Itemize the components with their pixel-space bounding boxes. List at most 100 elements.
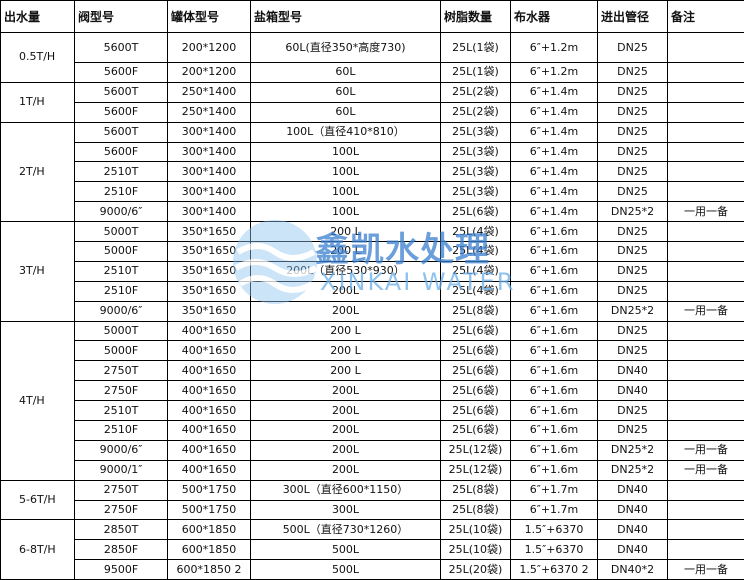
- table-cell: DN25*2: [598, 440, 668, 460]
- table-cell: 25L(10袋): [441, 520, 511, 540]
- table-cell: 6″+1.4m: [511, 182, 598, 202]
- table-cell: 5600F: [75, 63, 168, 83]
- table-cell: 25L(6袋): [441, 341, 511, 361]
- table-cell: 25L(6袋): [441, 202, 511, 222]
- empty-cell: [668, 500, 744, 520]
- empty-cell: [668, 520, 744, 540]
- table-cell: DN25: [598, 142, 668, 162]
- table-cell: 400*1650: [168, 460, 251, 480]
- table-cell: 100L: [251, 162, 441, 182]
- table-cell: 350*1650: [168, 301, 251, 321]
- table-cell: DN40: [598, 540, 668, 560]
- table-cell: 200 L: [251, 242, 441, 262]
- table-cell: 100L: [251, 182, 441, 202]
- header-row: 出水量阀型号罐体型号盐箱型号树脂数量布水器进出管径备注: [1, 1, 744, 33]
- table-cell: DN40: [598, 480, 668, 500]
- table-cell: 25L(4袋): [441, 242, 511, 262]
- table-cell: 250*1400: [168, 102, 251, 122]
- table-cell: 6″+1.7m: [511, 500, 598, 520]
- table-cell: 300*1400: [168, 122, 251, 142]
- table-cell: 6″+1.6m: [511, 281, 598, 301]
- empty-cell: [668, 381, 744, 401]
- empty-cell: [668, 82, 744, 102]
- table-cell: DN25*2: [598, 301, 668, 321]
- table-cell: 一用一备: [668, 460, 744, 480]
- table-cell: 9000/6″: [75, 202, 168, 222]
- table-cell: 9000/6″: [75, 440, 168, 460]
- empty-cell: [668, 63, 744, 83]
- table-cell: 100L: [251, 142, 441, 162]
- table-cell: 400*1650: [168, 361, 251, 381]
- table-cell: 1.5″+6370: [511, 540, 598, 560]
- table-cell: 100L: [251, 202, 441, 222]
- table-cell: 6″+1.4m: [511, 202, 598, 222]
- table-cell: 2850T: [75, 520, 168, 540]
- table-cell: 9000/6″: [75, 301, 168, 321]
- table-cell: 400*1650: [168, 381, 251, 401]
- empty-cell: [668, 102, 744, 122]
- table-cell: 350*1650: [168, 222, 251, 242]
- table-cell: 25L(2袋): [441, 82, 511, 102]
- table-cell: 2750F: [75, 500, 168, 520]
- table-cell: DN40: [598, 361, 668, 381]
- table-cell: DN25: [598, 321, 668, 341]
- table-cell: 400*1650: [168, 421, 251, 441]
- table-cell: 6″+1.4m: [511, 82, 598, 102]
- table-cell: 200L: [251, 301, 441, 321]
- table-cell: 25L(4袋): [441, 222, 511, 242]
- flow-cell: 3T/H: [1, 222, 75, 321]
- empty-cell: [668, 421, 744, 441]
- table-cell: 300*1400: [168, 162, 251, 182]
- table-cell: 5600F: [75, 142, 168, 162]
- table-cell: 6″+1.6m: [511, 440, 598, 460]
- column-header: 布水器: [511, 1, 598, 33]
- table-cell: DN40*2: [598, 560, 668, 580]
- empty-cell: [668, 401, 744, 421]
- table-cell: 一用一备: [668, 301, 744, 321]
- table-cell: 6″+1.4m: [511, 102, 598, 122]
- table-cell: 400*1650: [168, 401, 251, 421]
- table-cell: 6″+1.4m: [511, 122, 598, 142]
- table-cell: 25L(6袋): [441, 381, 511, 401]
- table-cell: 6″+1.6m: [511, 460, 598, 480]
- table-cell: 400*1650: [168, 440, 251, 460]
- table-cell: 200L（直径530*930）: [251, 261, 441, 281]
- table-cell: 350*1650: [168, 242, 251, 262]
- table-cell: DN25: [598, 261, 668, 281]
- table-cell: DN40: [598, 500, 668, 520]
- table-cell: DN40: [598, 381, 668, 401]
- column-header: 罐体型号: [168, 1, 251, 33]
- table-cell: DN25: [598, 281, 668, 301]
- table-cell: 2510F: [75, 421, 168, 441]
- table-cell: 400*1650: [168, 341, 251, 361]
- flow-cell: 6-8T/H: [1, 520, 75, 580]
- table-cell: DN25: [598, 122, 668, 142]
- table-cell: DN25: [598, 82, 668, 102]
- table-cell: 200*1200: [168, 33, 251, 63]
- table-cell: 25L(6袋): [441, 421, 511, 441]
- empty-cell: [668, 261, 744, 281]
- table-cell: DN25: [598, 63, 668, 83]
- table-cell: 60L(直径350*高度730): [251, 33, 441, 63]
- table-cell: 25L(8袋): [441, 301, 511, 321]
- table-cell: 200L: [251, 440, 441, 460]
- table-cell: 600*1850: [168, 540, 251, 560]
- table-cell: 60L: [251, 102, 441, 122]
- table-cell: 6″+1.6m: [511, 401, 598, 421]
- table-cell: 6″+1.6m: [511, 341, 598, 361]
- flow-cell: 0.5T/H: [1, 33, 75, 83]
- table-cell: 25L(3袋): [441, 142, 511, 162]
- table-cell: 5000T: [75, 321, 168, 341]
- column-header: 树脂数量: [441, 1, 511, 33]
